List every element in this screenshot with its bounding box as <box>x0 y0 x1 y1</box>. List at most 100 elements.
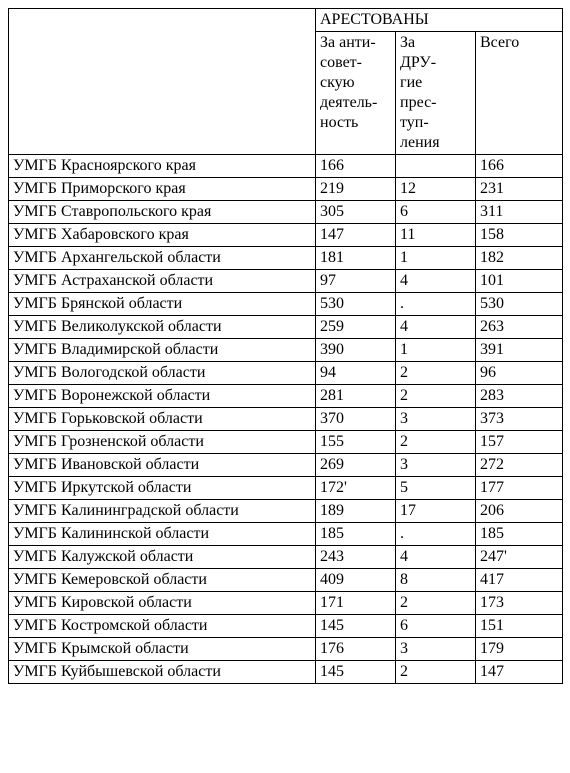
header-empty <box>9 9 316 155</box>
cell-total: 530 <box>476 293 563 316</box>
cell-anti: 185 <box>316 523 396 546</box>
cell-anti: 97 <box>316 270 396 293</box>
table-row: УМГБ Воронежской области2812283 <box>9 385 563 408</box>
cell-other: 4 <box>396 270 476 293</box>
table-row: УМГБ Приморского края21912231 <box>9 178 563 201</box>
cell-region: УМГБ Калининской области <box>9 523 316 546</box>
cell-anti: 172' <box>316 477 396 500</box>
cell-total: 311 <box>476 201 563 224</box>
cell-region: УМГБ Ставропольского края <box>9 201 316 224</box>
cell-region: УМГБ Грозненской области <box>9 431 316 454</box>
cell-total: 247' <box>476 546 563 569</box>
arrests-table: АРЕСТОВАНЫ За анти-совет-скуюдеятель-нос… <box>8 8 563 684</box>
header-group-arrested: АРЕСТОВАНЫ <box>316 9 563 32</box>
cell-region: УМГБ Вологодской области <box>9 362 316 385</box>
cell-other: 1 <box>396 247 476 270</box>
table-row: УМГБ Калининской области185.185 <box>9 523 563 546</box>
table-body: УМГБ Красноярского края166166УМГБ Примор… <box>9 155 563 684</box>
table-row: УМГБ Ивановской области2693272 <box>9 454 563 477</box>
cell-total: 101 <box>476 270 563 293</box>
cell-total: 96 <box>476 362 563 385</box>
cell-anti: 281 <box>316 385 396 408</box>
table-row: УМГБ Калужской области2434247' <box>9 546 563 569</box>
cell-anti: 176 <box>316 638 396 661</box>
table-row: УМГБ Калининградской области18917206 <box>9 500 563 523</box>
cell-region: УМГБ Костромской области <box>9 615 316 638</box>
cell-total: 272 <box>476 454 563 477</box>
table-row: УМГБ Великолукской области2594263 <box>9 316 563 339</box>
cell-anti: 370 <box>316 408 396 431</box>
cell-other: 8 <box>396 569 476 592</box>
cell-other: 2 <box>396 592 476 615</box>
cell-total: 231 <box>476 178 563 201</box>
cell-total: 158 <box>476 224 563 247</box>
table-row: УМГБ Астраханской области974101 <box>9 270 563 293</box>
cell-anti: 94 <box>316 362 396 385</box>
cell-other: 12 <box>396 178 476 201</box>
cell-other <box>396 155 476 178</box>
header-anti-soviet: За анти-совет-скуюдеятель-ность <box>316 32 396 155</box>
cell-total: 151 <box>476 615 563 638</box>
cell-total: 147 <box>476 661 563 684</box>
cell-total: 373 <box>476 408 563 431</box>
cell-other: 6 <box>396 201 476 224</box>
cell-other: 5 <box>396 477 476 500</box>
cell-region: УМГБ Владимирской области <box>9 339 316 362</box>
cell-anti: 305 <box>316 201 396 224</box>
cell-region: УМГБ Великолукской области <box>9 316 316 339</box>
table-row: УМГБ Костромской области1456151 <box>9 615 563 638</box>
cell-total: 283 <box>476 385 563 408</box>
table-row: УМГБ Грозненской области1552157 <box>9 431 563 454</box>
cell-other: 17 <box>396 500 476 523</box>
cell-region: УМГБ Калужской области <box>9 546 316 569</box>
cell-total: 177 <box>476 477 563 500</box>
cell-anti: 259 <box>316 316 396 339</box>
cell-total: 179 <box>476 638 563 661</box>
cell-other: 4 <box>396 546 476 569</box>
table-row: УМГБ Владимирской области3901391 <box>9 339 563 362</box>
cell-total: 263 <box>476 316 563 339</box>
table-row: УМГБ Архангельской области1811182 <box>9 247 563 270</box>
cell-anti: 189 <box>316 500 396 523</box>
table-row: УМГБ Горьковской области3703373 <box>9 408 563 431</box>
cell-other: 6 <box>396 615 476 638</box>
cell-anti: 145 <box>316 661 396 684</box>
cell-region: УМГБ Крымской области <box>9 638 316 661</box>
cell-region: УМГБ Красноярского края <box>9 155 316 178</box>
cell-total: 166 <box>476 155 563 178</box>
table-row: УМГБ Красноярского края166166 <box>9 155 563 178</box>
table-row: УМГБ Брянской области530.530 <box>9 293 563 316</box>
cell-anti: 147 <box>316 224 396 247</box>
cell-region: УМГБ Хабаровского края <box>9 224 316 247</box>
cell-region: УМГБ Приморского края <box>9 178 316 201</box>
cell-region: УМГБ Куйбышевской области <box>9 661 316 684</box>
cell-other: 2 <box>396 431 476 454</box>
cell-anti: 243 <box>316 546 396 569</box>
cell-other: 11 <box>396 224 476 247</box>
cell-total: 182 <box>476 247 563 270</box>
cell-other: 4 <box>396 316 476 339</box>
table-row: УМГБ Кировской области1712173 <box>9 592 563 615</box>
cell-other: 2 <box>396 362 476 385</box>
table-header: АРЕСТОВАНЫ За анти-совет-скуюдеятель-нос… <box>9 9 563 155</box>
cell-total: 391 <box>476 339 563 362</box>
cell-anti: 530 <box>316 293 396 316</box>
header-other-crimes: ЗаДРУ-гиепрес-туп-ления <box>396 32 476 155</box>
table-row: УМГБ Ставропольского края3056311 <box>9 201 563 224</box>
table-row: УМГБ Кемеровской области4098417 <box>9 569 563 592</box>
cell-anti: 409 <box>316 569 396 592</box>
cell-region: УМГБ Калининградской области <box>9 500 316 523</box>
cell-other: 2 <box>396 385 476 408</box>
cell-anti: 155 <box>316 431 396 454</box>
cell-other: . <box>396 293 476 316</box>
cell-other: 3 <box>396 454 476 477</box>
cell-anti: 219 <box>316 178 396 201</box>
cell-total: 185 <box>476 523 563 546</box>
table-row: УМГБ Иркутской области172'5177 <box>9 477 563 500</box>
cell-anti: 390 <box>316 339 396 362</box>
cell-anti: 171 <box>316 592 396 615</box>
cell-total: 157 <box>476 431 563 454</box>
table-row: УМГБ Куйбышевской области1452147 <box>9 661 563 684</box>
cell-other: 3 <box>396 638 476 661</box>
cell-region: УМГБ Архангельской области <box>9 247 316 270</box>
